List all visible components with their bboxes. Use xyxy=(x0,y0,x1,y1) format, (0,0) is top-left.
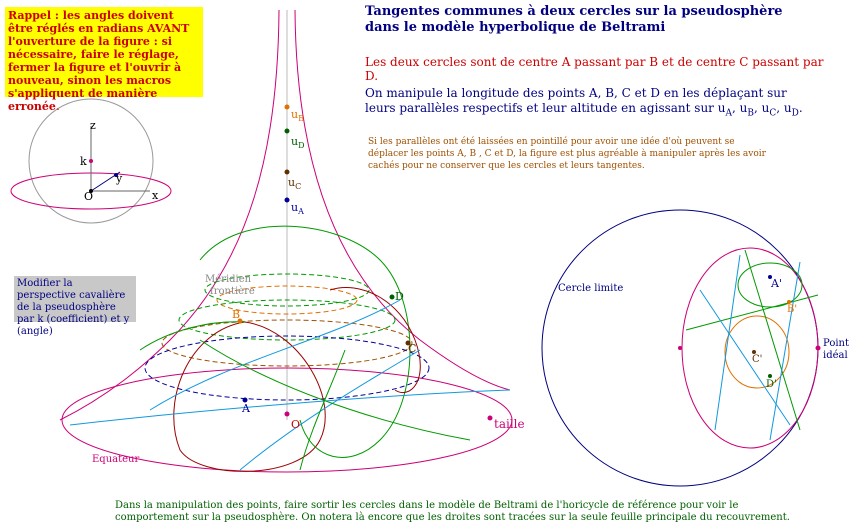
point-ideal-label-1: Point xyxy=(823,338,849,349)
disk-tangent-4 xyxy=(714,254,741,431)
parallel-C xyxy=(161,319,413,367)
point-C-prime-label: C' xyxy=(752,354,762,365)
disk-tangent-2 xyxy=(744,249,801,431)
point-D-prime xyxy=(768,374,772,378)
point-A-prime xyxy=(768,275,772,279)
dotted-parallels-note: Si les parallèles ont été laissées en po… xyxy=(368,137,766,171)
u-B: uB xyxy=(739,101,754,119)
k-handle[interactable] xyxy=(89,159,93,163)
axes-diagram: z k y x O xyxy=(10,98,172,224)
uA-handle[interactable] xyxy=(284,197,290,203)
y-label: y xyxy=(115,172,123,185)
uC-handle[interactable] xyxy=(284,169,290,175)
manip-line-2-prefix: leurs parallèles respectifs et leur alti… xyxy=(365,101,714,115)
uB-handle[interactable] xyxy=(284,104,290,110)
tangent-3 xyxy=(239,349,421,471)
manipulation-text: On manipule la longitude des points A, B… xyxy=(365,86,835,121)
taille-label: taille xyxy=(494,417,525,431)
circle-A-pseudo xyxy=(173,321,326,472)
manip-line-1: On manipule la longitude des points A, B… xyxy=(365,86,787,100)
uD-handle[interactable] xyxy=(284,128,290,134)
uD-label: uD xyxy=(291,135,305,150)
point-A[interactable] xyxy=(242,397,248,403)
point-C-prime xyxy=(752,350,756,354)
point-ideal[interactable] xyxy=(815,345,821,351)
point-D-prime-label: D' xyxy=(766,379,777,390)
tangent-6 xyxy=(139,321,246,351)
x-label: x xyxy=(152,189,159,202)
point-A-label: A xyxy=(241,402,251,415)
disk-tangent-5 xyxy=(769,261,801,441)
circle-C-disk xyxy=(724,315,790,389)
beltrami-model: Cercle limite Point idéal A' B' C' D' xyxy=(541,209,849,487)
u-D: uD xyxy=(783,101,799,119)
tangent-2 xyxy=(69,389,511,426)
axes-origin-label: O xyxy=(84,190,93,203)
point-ideal-label-2: idéal xyxy=(823,350,848,361)
frontiere-label: frontière xyxy=(210,286,255,297)
circle-C-inner xyxy=(329,286,421,393)
axes-reference-circle xyxy=(28,98,154,224)
page-title: Tangentes communes à deux cercles sur la… xyxy=(365,4,835,36)
parallel-A xyxy=(144,335,430,401)
uA-label: uA xyxy=(291,201,304,216)
point-B-label: B xyxy=(232,308,240,321)
point-D[interactable] xyxy=(389,294,395,300)
y-handle[interactable] xyxy=(114,173,118,177)
point-B-prime xyxy=(787,300,791,304)
cercle-limite-label: Cercle limite xyxy=(558,283,623,294)
parallel-B xyxy=(216,285,358,315)
u-C: uC xyxy=(761,101,777,119)
meridien-label: Méridien xyxy=(205,274,252,285)
point-O-label: O xyxy=(291,418,300,431)
axes-origin-point xyxy=(89,189,93,193)
manip-line-2: leurs parallèles respectifs et leur alti… xyxy=(365,101,803,119)
circle-C-pseudo xyxy=(199,225,411,458)
pseudosphere: uB uD uC uA Méridien frontière B D C A O… xyxy=(59,9,525,473)
z-label: z xyxy=(90,119,96,132)
equateur-label: Equateur xyxy=(92,454,139,465)
uC-label: uC xyxy=(288,176,301,191)
title-line-2: dans le modèle hyperbolique de Beltrami xyxy=(365,20,666,35)
title-line-1: Tangentes communes à deux cercles sur la… xyxy=(365,4,783,19)
circle-A-disk xyxy=(737,262,803,308)
tangent-5 xyxy=(199,339,471,441)
point-O xyxy=(284,411,290,417)
profile-right xyxy=(294,9,511,391)
point-D-label: D xyxy=(395,290,404,303)
taille-handle[interactable] xyxy=(487,415,493,421)
point-A-prime-label: A' xyxy=(770,277,782,290)
angle-warning-box: Rappel : les angles doivent être réglés … xyxy=(5,7,203,113)
uB-label: uB xyxy=(291,108,304,123)
u-A: uA xyxy=(717,101,732,119)
intro-text: Les deux cercles sont de centre A passan… xyxy=(365,55,824,83)
parallel-extra xyxy=(178,299,396,341)
disk-tangent-1 xyxy=(685,294,819,331)
tangent-1 xyxy=(149,299,401,411)
point-B-prime-label: B' xyxy=(787,304,797,315)
bottom-instructions: Dans la manipulation des points, faire s… xyxy=(115,500,790,523)
point-C-label: C xyxy=(408,342,416,355)
perspective-box[interactable]: Modifier la perspective cavalière de la … xyxy=(14,276,136,337)
tangent-4 xyxy=(299,349,346,471)
beltrami-left-point xyxy=(678,346,682,350)
parallel-D xyxy=(204,273,370,307)
k-label: k xyxy=(80,155,87,168)
point-B[interactable] xyxy=(237,318,243,324)
equator-ellipse xyxy=(61,367,513,473)
profile-left xyxy=(59,9,280,421)
point-C[interactable] xyxy=(405,340,411,346)
disk-tangent-3 xyxy=(699,289,791,426)
